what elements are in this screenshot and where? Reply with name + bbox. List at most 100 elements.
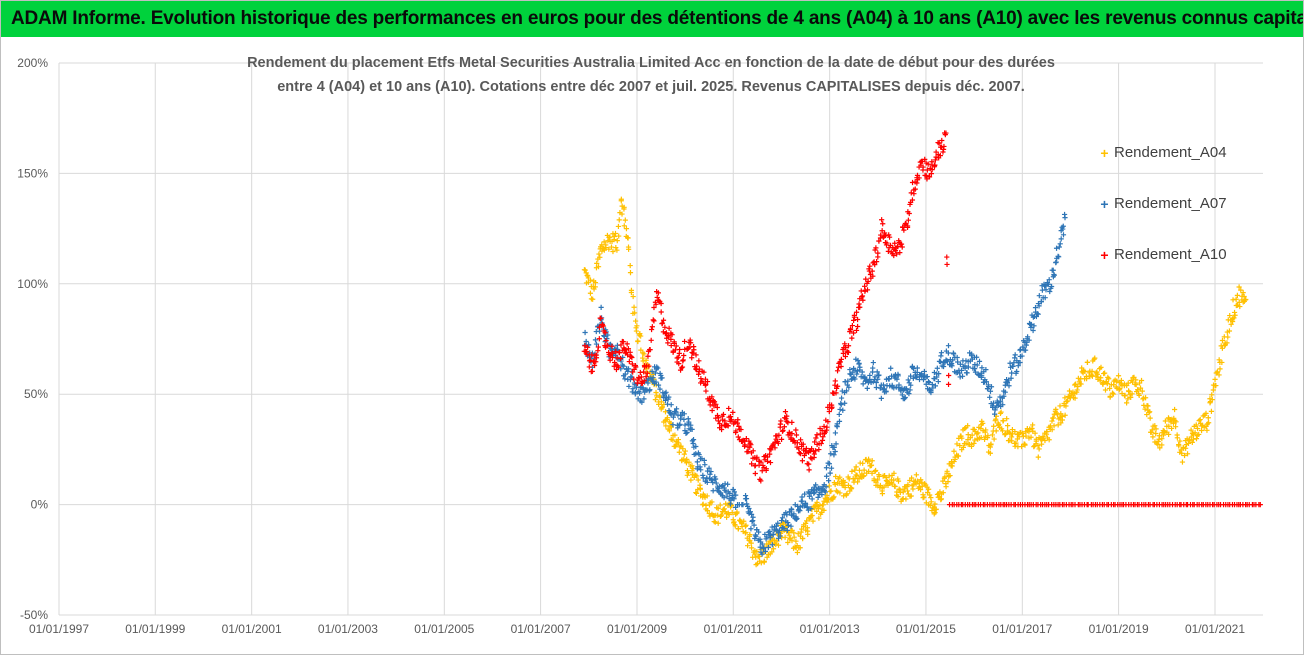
legend: + Rendement_A04 + Rendement_A07 + Rendem… — [1097, 127, 1226, 280]
marker-rendement_a10 — [829, 404, 835, 410]
marker-rendement_a07 — [899, 392, 905, 398]
marker-rendement_a04 — [653, 389, 659, 396]
marker-rendement_a07 — [756, 529, 762, 535]
marker-rendement_a10 — [648, 326, 655, 333]
marker-rendement_a04 — [842, 479, 848, 485]
marker-rendement_a10 — [909, 197, 916, 203]
marker-rendement_a07 — [740, 502, 746, 508]
marker-rendement_a07 — [684, 429, 690, 436]
marker-rendement_a10 — [582, 343, 588, 349]
marker-rendement_a04 — [774, 538, 780, 544]
marker-rendement_a07 — [655, 365, 661, 371]
marker-rendement_a04 — [932, 510, 938, 516]
marker-rendement_a10 — [681, 338, 688, 345]
marker-rendement_a07 — [1050, 267, 1056, 273]
marker-rendement_a04 — [1149, 427, 1155, 433]
x-tick-label: 01/01/2005 — [414, 622, 474, 636]
marker-rendement_a04 — [1125, 396, 1131, 402]
marker-rendement_a10 — [645, 353, 651, 359]
marker-rendement_a04 — [998, 409, 1004, 415]
marker-rendement_a04 — [621, 223, 627, 229]
marker-rendement_a04 — [1231, 315, 1237, 321]
marker-rendement_a07 — [759, 541, 765, 547]
marker-rendement_a04 — [1064, 399, 1070, 405]
marker-rendement_a10 — [767, 451, 773, 457]
marker-rendement_a04 — [666, 428, 673, 434]
marker-rendement_a10 — [920, 164, 926, 170]
marker-rendement_a10 — [904, 224, 911, 231]
marker-rendement_a04 — [1119, 390, 1125, 397]
marker-rendement_a07 — [676, 422, 682, 428]
marker-rendement_a04 — [685, 470, 692, 476]
marker-rendement_a07 — [630, 386, 636, 392]
marker-rendement_a07 — [784, 512, 790, 518]
marker-rendement_a10 — [838, 356, 844, 362]
marker-rendement_a04 — [634, 323, 640, 329]
marker-rendement_a04 — [603, 242, 609, 248]
marker-rendement_a04 — [1069, 392, 1075, 398]
marker-rendement_a07 — [750, 517, 756, 524]
marker-rendement_a07 — [673, 406, 680, 412]
marker-rendement_a04 — [1121, 393, 1128, 399]
marker-rendement_a10 — [809, 446, 815, 452]
marker-rendement_a04 — [1022, 441, 1028, 447]
marker-rendement_a10 — [891, 252, 897, 259]
marker-rendement_a10 — [689, 355, 695, 361]
marker-rendement_a07 — [765, 544, 771, 551]
marker-rendement_a07 — [919, 371, 925, 377]
y-tick-label: 50% — [24, 387, 48, 401]
marker-rendement_a07 — [791, 511, 797, 517]
marker-rendement_a10 — [623, 347, 629, 353]
marker-rendement_a04 — [686, 459, 692, 465]
marker-rendement_a07 — [670, 422, 676, 428]
marker-rendement_a04 — [797, 545, 803, 551]
marker-rendement_a07 — [652, 370, 658, 376]
marker-rendement_a07 — [822, 489, 828, 495]
marker-rendement_a04 — [1020, 430, 1026, 436]
marker-rendement_a07 — [653, 379, 659, 385]
marker-rendement_a04 — [1219, 345, 1225, 351]
marker-rendement_a04 — [1173, 424, 1179, 430]
marker-rendement_a10 — [937, 153, 943, 159]
marker-rendement_a04 — [684, 472, 690, 478]
marker-rendement_a07 — [655, 382, 662, 388]
marker-rendement_a04 — [595, 264, 602, 270]
legend-marker-a10: + — [1100, 246, 1109, 263]
marker-rendement_a04 — [1208, 408, 1215, 415]
marker-rendement_a10 — [671, 339, 677, 345]
marker-rendement_a07 — [779, 515, 786, 521]
marker-rendement_a04 — [1117, 386, 1123, 392]
marker-rendement_a10 — [886, 234, 893, 240]
marker-rendement_a04 — [960, 444, 966, 451]
marker-rendement_a07 — [828, 465, 835, 471]
marker-rendement_a04 — [1162, 418, 1168, 424]
marker-rendement_a07 — [1009, 370, 1015, 376]
marker-rendement_a10 — [620, 339, 626, 345]
marker-rendement_a04 — [1110, 391, 1117, 397]
marker-rendement_a10 — [806, 461, 812, 467]
marker-rendement_a04 — [1004, 416, 1010, 422]
marker-rendement_a04 — [628, 289, 634, 296]
marker-rendement_a07 — [1012, 352, 1018, 358]
marker-rendement_a04 — [1044, 428, 1050, 435]
marker-rendement_a04 — [871, 476, 877, 482]
marker-rendement_a10 — [658, 309, 664, 315]
marker-rendement_a04 — [721, 506, 727, 512]
marker-rendement_a07 — [826, 478, 832, 484]
x-tick-label: 01/01/2011 — [704, 622, 763, 636]
marker-rendement_a04 — [1049, 418, 1055, 424]
marker-rendement_a04 — [658, 399, 664, 405]
marker-rendement_a07 — [690, 440, 696, 447]
marker-rendement_a04 — [1189, 430, 1196, 437]
marker-rendement_a10 — [826, 408, 832, 415]
marker-rendement_a07 — [958, 367, 965, 374]
marker-rendement_a04 — [1126, 388, 1132, 395]
marker-rendement_a07 — [832, 430, 839, 436]
marker-rendement_a10 — [819, 427, 825, 434]
marker-rendement_a07 — [1035, 311, 1041, 317]
marker-rendement_a07 — [1046, 277, 1052, 283]
marker-rendement_a07 — [795, 503, 801, 509]
marker-rendement_a04 — [1133, 377, 1139, 383]
marker-rendement_a07 — [862, 374, 868, 380]
marker-rendement_a07 — [809, 496, 815, 502]
